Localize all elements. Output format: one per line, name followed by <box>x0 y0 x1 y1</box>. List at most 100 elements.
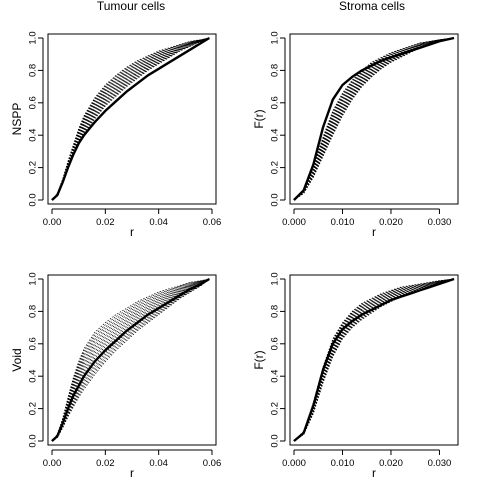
simulation-curve <box>51 278 210 442</box>
simulation-curve <box>51 37 210 201</box>
x-tick-label: 0.010 <box>331 458 355 469</box>
panel-tumour-void: 0.00 0.02 0.04 0.06 r 0.0 0.2 0.4 0.6 0.8 1.0 Void <box>10 272 221 480</box>
y-tick-label: 0.6 <box>270 96 281 109</box>
observed-curve <box>293 277 455 442</box>
simulation-curve <box>293 278 455 442</box>
simulation-curve <box>51 278 210 442</box>
simulation-curve <box>51 278 210 442</box>
simulation-curve <box>51 37 210 201</box>
x-tick-label: 0.000 <box>282 458 306 469</box>
y-axis: 0.0 0.2 0.4 0.6 0.8 1.0 Void <box>10 272 44 448</box>
simulation-curve <box>51 37 210 201</box>
simulation-curve <box>51 37 210 201</box>
column-title-tumour: Tumour cells <box>97 0 165 13</box>
simulation-curve <box>51 278 210 442</box>
panel-grid: 0.00 0.02 0.04 0.06r0.00.20.40.60.81.0NSPP0… <box>10 31 459 480</box>
simulation-curve <box>51 278 210 442</box>
simulation-curve <box>51 278 210 442</box>
simulation-curve <box>293 278 455 442</box>
y-axis-label: NSPP <box>10 103 24 136</box>
simulation-curve <box>51 278 210 442</box>
y-axis-label: F(r) <box>252 109 266 128</box>
y-tick-label: 0.8 <box>270 305 281 318</box>
simulation-curve <box>51 37 210 201</box>
simulation-curve <box>51 278 210 442</box>
simulation-curve <box>293 278 455 442</box>
y-axis: 0.0 0.2 0.4 0.6 0.8 1.0 F(r) <box>252 272 286 448</box>
y-tick-label: 0.6 <box>270 337 281 350</box>
simulation-curves <box>293 37 455 201</box>
x-tick-label: 0.02 <box>96 217 115 228</box>
y-axis: 0.0 0.2 0.4 0.6 0.8 1.0 F(r) <box>252 31 286 207</box>
x-tick-label: 0.00 <box>43 458 62 469</box>
x-tick-label: 0.000 <box>282 217 306 228</box>
simulation-curve <box>293 278 455 442</box>
y-tick-label: 0.6 <box>28 96 39 109</box>
simulation-curve <box>293 278 455 442</box>
x-tick-label: 0.04 <box>149 458 168 469</box>
y-tick-label: 0.2 <box>28 402 39 415</box>
plot-frame <box>289 274 459 446</box>
simulation-curve <box>293 278 455 442</box>
simulation-curve <box>293 37 455 201</box>
simulation-curve <box>51 37 210 201</box>
simulation-curve <box>293 278 455 442</box>
x-tick-label: 0.02 <box>96 458 115 469</box>
simulation-curve <box>51 278 210 442</box>
y-axis-label: F(r) <box>252 350 266 369</box>
y-tick-label: 0.4 <box>28 370 39 383</box>
x-tick-label: 0.06 <box>203 217 222 228</box>
y-tick-label: 0.2 <box>28 161 39 174</box>
simulation-curve <box>293 37 455 201</box>
simulation-curve <box>51 278 210 442</box>
x-axis: 0.000 0.010 0.020 0.030 r <box>282 449 451 480</box>
y-tick-label: 0.2 <box>270 402 281 415</box>
simulation-curve <box>293 37 455 201</box>
panel-stroma-fr: 0.000 0.010 0.020 0.030 r 0.0 0.2 0.4 0.6 0.8 1.0 F… <box>252 31 459 239</box>
simulation-curves <box>293 278 455 442</box>
simulation-curve <box>51 37 210 201</box>
x-axis: 0.000 0.010 0.020 0.030 r <box>282 208 452 239</box>
simulation-curve <box>293 278 455 442</box>
x-tick-label: 0.04 <box>149 217 168 228</box>
simulation-curve <box>293 278 455 442</box>
simulation-curve <box>293 278 455 442</box>
y-tick-label: 0.2 <box>270 161 281 174</box>
simulation-curve <box>293 278 455 442</box>
simulation-curve <box>51 37 210 201</box>
simulation-curve <box>293 278 455 442</box>
y-tick-label: 0.8 <box>28 305 39 318</box>
observed-curve <box>51 36 210 201</box>
simulation-curve <box>293 278 455 442</box>
simulation-curve <box>51 37 210 201</box>
y-tick-label: 0.6 <box>28 337 39 350</box>
simulation-curve <box>51 37 210 201</box>
x-tick-label: 0.00 <box>43 217 62 228</box>
simulation-curve <box>51 278 210 442</box>
y-tick-label: 0.0 <box>270 193 281 206</box>
simulation-curves <box>51 37 210 201</box>
x-tick-label: 0.030 <box>428 217 452 228</box>
x-tick-label: 0.06 <box>203 458 222 469</box>
x-axis: 0.00 0.02 0.04 0.06 r <box>43 449 222 480</box>
y-tick-label: 0.0 <box>270 434 281 447</box>
simulation-curve <box>51 37 210 201</box>
observed-curve <box>293 36 455 201</box>
simulation-curve <box>51 37 210 201</box>
simulation-curve <box>51 278 210 442</box>
simulation-curve <box>51 37 210 201</box>
simulation-curve <box>293 37 455 201</box>
y-tick-label: 1.0 <box>270 31 281 44</box>
plot-frame <box>47 274 217 446</box>
y-tick-label: 0.4 <box>28 129 39 142</box>
simulation-curve <box>51 278 210 442</box>
y-axis: 0.0 0.2 0.4 0.6 0.8 1.0 NSPP <box>10 31 44 207</box>
y-tick-label: 1.0 <box>270 272 281 285</box>
x-tick-label: 0.010 <box>331 217 355 228</box>
y-tick-label: 1.0 <box>28 272 39 285</box>
simulation-curve <box>51 37 210 201</box>
y-tick-label: 0.8 <box>28 64 39 77</box>
simulation-curve <box>51 37 210 201</box>
y-tick-label: 0.0 <box>28 434 39 447</box>
panel-tumour-nspp: 0.00 0.02 0.04 0.06 r 0.0 0.2 0.4 0.6 0.8 1.0 NSPP <box>10 31 221 239</box>
